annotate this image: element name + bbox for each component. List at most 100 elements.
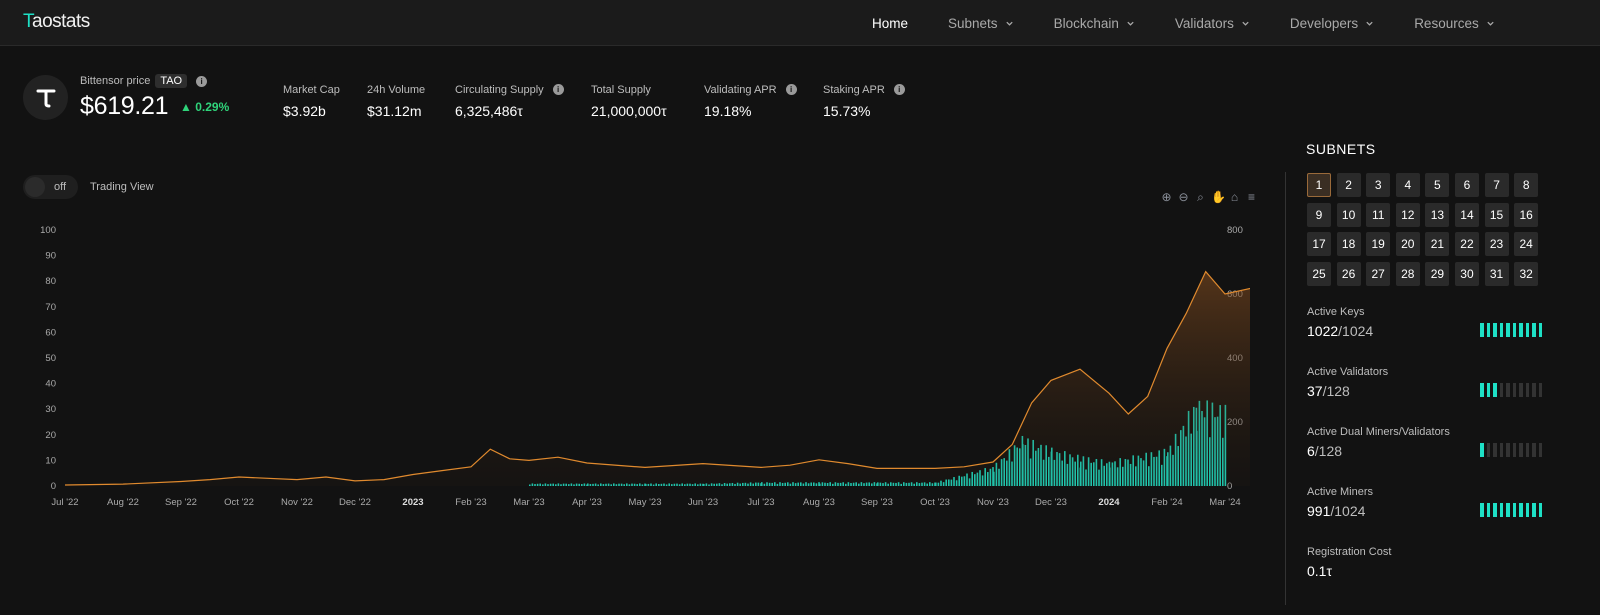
stat-circulating-supply: Circulating Supply i 6,325,486τ bbox=[455, 83, 564, 119]
stat-label: Staking APR bbox=[823, 83, 885, 96]
info-icon[interactable]: i bbox=[552, 84, 564, 95]
metric-value: 37/128 bbox=[1307, 383, 1350, 399]
panel-divider bbox=[1285, 172, 1286, 605]
trading-view-toggle[interactable]: off bbox=[23, 175, 78, 199]
nav-label: Resources bbox=[1414, 15, 1479, 31]
x-axis-tick: Apr '23 bbox=[572, 497, 602, 508]
subnet-cell-26[interactable]: 26 bbox=[1336, 261, 1361, 286]
metric-value: 1022/1024 bbox=[1307, 323, 1374, 339]
x-axis-tick: 2023 bbox=[402, 497, 423, 508]
subnet-cell-13[interactable]: 13 bbox=[1425, 202, 1450, 227]
price-label: Bittensor price bbox=[80, 75, 151, 87]
subnet-cell-2[interactable]: 2 bbox=[1336, 173, 1361, 197]
metric-active-keys: Active Keys 1022/1024 bbox=[1307, 306, 1373, 339]
subnet-cell-6[interactable]: 6 bbox=[1454, 173, 1479, 197]
stat-validating-apr: Validating APR i 19.18% bbox=[704, 83, 797, 119]
stat-24h-volume: 24h Volume $31.12m bbox=[367, 83, 425, 120]
menu-icon[interactable]: ≡ bbox=[1247, 190, 1255, 204]
x-axis-tick: Feb '24 bbox=[1151, 497, 1182, 508]
subnet-cell-29[interactable]: 29 bbox=[1425, 261, 1450, 286]
subnet-cell-7[interactable]: 7 bbox=[1484, 173, 1509, 197]
stat-label: Total Supply bbox=[591, 83, 651, 96]
subnet-cell-27[interactable]: 27 bbox=[1366, 261, 1391, 286]
subnet-cell-15[interactable]: 15 bbox=[1484, 202, 1509, 227]
x-axis-tick: Mar '24 bbox=[1209, 497, 1240, 508]
x-axis-tick: Jul '22 bbox=[51, 497, 78, 508]
tao-price: $619.21 bbox=[80, 92, 169, 120]
toggle-knob bbox=[25, 177, 45, 197]
left-axis-tick: 40 bbox=[45, 379, 56, 390]
left-axis-tick: 30 bbox=[45, 404, 56, 415]
subnet-cell-4[interactable]: 4 bbox=[1395, 173, 1420, 197]
toggle-state: off bbox=[54, 181, 67, 193]
info-icon[interactable]: i bbox=[785, 84, 797, 95]
price-change: ▲ 0.29% bbox=[180, 100, 230, 114]
x-axis-tick: Oct '23 bbox=[920, 497, 950, 508]
subnet-cell-28[interactable]: 28 bbox=[1395, 261, 1420, 286]
subnet-cell-5[interactable]: 5 bbox=[1425, 173, 1450, 197]
metric-label: Active Keys bbox=[1307, 306, 1365, 318]
subnet-cell-18[interactable]: 18 bbox=[1336, 232, 1361, 257]
x-axis-tick: Aug '23 bbox=[803, 497, 835, 508]
metric-label: Active Dual Miners/Validators bbox=[1307, 426, 1450, 438]
nav-home[interactable]: Home bbox=[872, 16, 908, 31]
subnet-cell-14[interactable]: 14 bbox=[1454, 202, 1479, 227]
ticker-badge: TAO bbox=[155, 74, 188, 88]
subnet-cell-10[interactable]: 10 bbox=[1336, 202, 1361, 227]
right-axis-tick: 0 bbox=[1227, 481, 1232, 492]
left-axis-tick: 70 bbox=[45, 302, 56, 313]
subnet-cell-21[interactable]: 21 bbox=[1425, 232, 1450, 257]
price-volume-chart[interactable]: 01020304050607080901000200400600800Jul '… bbox=[30, 222, 1250, 522]
subnet-cell-31[interactable]: 31 bbox=[1484, 261, 1509, 286]
nav-resources[interactable]: Resources bbox=[1414, 16, 1495, 31]
home-reset-icon[interactable]: ⌂ bbox=[1230, 190, 1239, 204]
left-axis-tick: 60 bbox=[45, 327, 56, 338]
magnifier-icon[interactable]: ⌕ bbox=[1197, 190, 1204, 204]
subnet-cell-16[interactable]: 16 bbox=[1514, 202, 1539, 227]
subnet-grid: 1 2 3 4 5 6 7 8 9 10 11 12 13 14 15 16 17 18 19 20 21 22 23 24 2… bbox=[1307, 173, 1539, 286]
info-icon[interactable]: i bbox=[893, 84, 905, 95]
subnet-cell-1[interactable]: 1 bbox=[1307, 173, 1331, 197]
stat-value: $3.92b bbox=[283, 103, 326, 119]
metric-value: 0.1τ bbox=[1307, 563, 1332, 579]
x-axis-tick: Dec '23 bbox=[1035, 497, 1067, 508]
price-label-row: Bittensor price TAO i bbox=[80, 74, 208, 88]
stat-value: 19.18% bbox=[704, 103, 752, 119]
subnet-cell-19[interactable]: 19 bbox=[1366, 232, 1391, 257]
price-line bbox=[64, 270, 1250, 486]
metric-value: 991/1024 bbox=[1307, 503, 1366, 519]
subnet-cell-20[interactable]: 20 bbox=[1395, 232, 1420, 257]
nav-validators[interactable]: Validators bbox=[1175, 16, 1250, 31]
subnet-cell-9[interactable]: 9 bbox=[1307, 202, 1331, 227]
metric-active-dual-miners-validators: Active Dual Miners/Validators 6/128 bbox=[1307, 426, 1450, 459]
nav-subnets[interactable]: Subnets bbox=[948, 16, 1014, 31]
x-axis-tick: 2024 bbox=[1098, 497, 1120, 508]
nav-blockchain[interactable]: Blockchain bbox=[1054, 16, 1135, 31]
left-axis-tick: 80 bbox=[45, 276, 56, 287]
metric-registration-cost: Registration Cost 0.1τ bbox=[1307, 546, 1391, 579]
stat-value: $31.12m bbox=[367, 103, 422, 119]
nav-developers[interactable]: Developers bbox=[1290, 16, 1374, 31]
subnet-cell-11[interactable]: 11 bbox=[1366, 202, 1391, 227]
x-axis-tick: Sep '23 bbox=[861, 497, 893, 508]
zoom-out-icon[interactable]: ⊖ bbox=[1178, 190, 1189, 204]
pan-hand-icon[interactable]: ✋ bbox=[1211, 190, 1226, 204]
info-icon[interactable]: i bbox=[196, 75, 208, 87]
chevron-down-icon bbox=[1487, 21, 1494, 26]
subnet-cell-25[interactable]: 25 bbox=[1307, 261, 1331, 286]
subnet-cell-22[interactable]: 22 bbox=[1454, 232, 1479, 257]
subnet-cell-32[interactable]: 32 bbox=[1514, 261, 1539, 286]
taostats-logo[interactable]: Taostats bbox=[23, 11, 90, 32]
subnet-cell-3[interactable]: 3 bbox=[1366, 173, 1391, 197]
subnet-cell-17[interactable]: 17 bbox=[1307, 232, 1331, 257]
subnet-cell-24[interactable]: 24 bbox=[1514, 232, 1539, 257]
subnet-cell-12[interactable]: 12 bbox=[1395, 202, 1420, 227]
x-axis-tick: Nov '22 bbox=[281, 497, 313, 508]
tao-logo-avatar bbox=[23, 75, 68, 120]
zoom-in-icon[interactable]: ⊕ bbox=[1161, 190, 1172, 204]
metric-active-validators: Active Validators 37/128 bbox=[1307, 366, 1388, 399]
metric-label: Active Validators bbox=[1307, 366, 1389, 378]
subnet-cell-23[interactable]: 23 bbox=[1484, 232, 1509, 257]
subnet-cell-30[interactable]: 30 bbox=[1454, 261, 1479, 286]
subnet-cell-8[interactable]: 8 bbox=[1514, 173, 1539, 197]
